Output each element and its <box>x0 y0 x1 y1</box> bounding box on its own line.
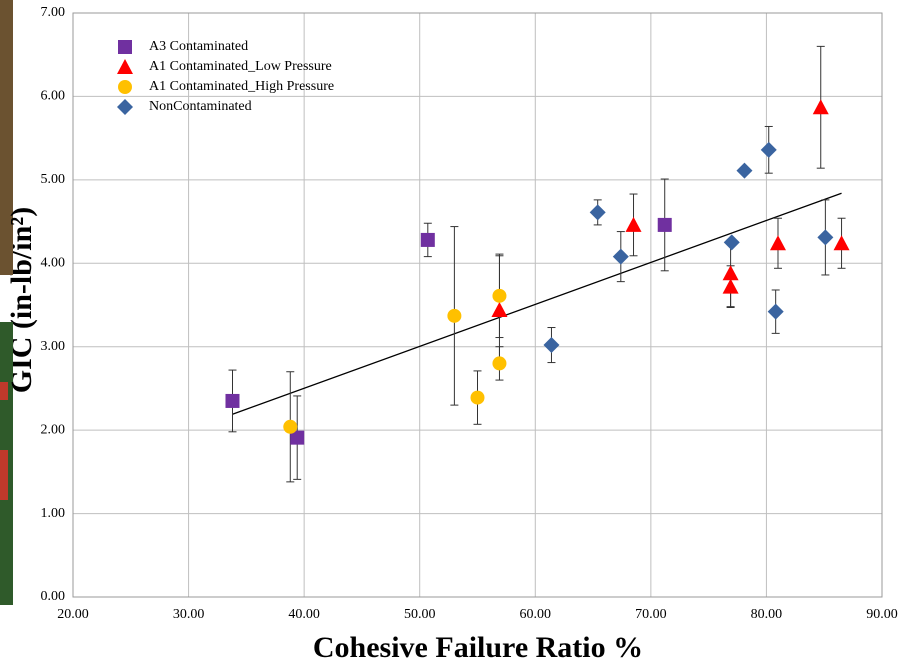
side-image-overlap <box>0 322 13 382</box>
point <box>290 430 305 445</box>
y-tick-label: 1.00 <box>41 506 66 521</box>
x-tick-label: 90.00 <box>866 607 898 622</box>
point <box>625 216 642 232</box>
y-tick-label: 7.00 <box>41 5 66 20</box>
point <box>736 162 753 179</box>
point <box>767 303 784 320</box>
y-tick-label: 2.00 <box>41 422 66 437</box>
x-tick-label: 50.00 <box>404 607 436 622</box>
y-tick-label: 4.00 <box>41 256 66 271</box>
legend-label: A1 Contaminated_High Pressure <box>149 79 334 94</box>
y-tick-label: 0.00 <box>41 589 66 604</box>
point <box>760 141 777 158</box>
point <box>657 217 672 232</box>
trendline <box>232 192 842 415</box>
point <box>470 390 485 405</box>
y-tick-label: 5.00 <box>41 172 66 187</box>
x-tick-label: 30.00 <box>173 607 205 622</box>
point <box>447 308 462 323</box>
point <box>812 99 829 115</box>
x-tick-label: 70.00 <box>635 607 667 622</box>
point <box>420 232 435 247</box>
point <box>723 234 740 251</box>
legend-label: A1 Contaminated_Low Pressure <box>149 59 332 74</box>
legend-marker <box>117 59 133 74</box>
x-tick-label: 60.00 <box>520 607 552 622</box>
point <box>543 337 560 354</box>
legend-label: NonContaminated <box>149 99 252 114</box>
point <box>589 204 606 221</box>
legend-marker <box>118 40 132 54</box>
point <box>722 265 739 281</box>
legend-marker <box>117 99 133 115</box>
side-image-top <box>0 0 13 275</box>
point <box>833 235 850 251</box>
point <box>492 356 507 371</box>
y-tick-label: 3.00 <box>41 339 66 354</box>
y-tick-label: 6.00 <box>41 89 66 104</box>
point <box>283 419 298 434</box>
point <box>492 288 507 303</box>
side-image-overlap <box>0 240 13 275</box>
x-tick-label: 80.00 <box>751 607 783 622</box>
point <box>722 278 739 294</box>
x-tick-label: 20.00 <box>57 607 89 622</box>
plot-border <box>72 12 883 598</box>
point <box>769 235 786 251</box>
x-tick-label: 40.00 <box>288 607 320 622</box>
legend-marker <box>118 80 132 94</box>
legend-label: A3 Contaminated <box>149 39 248 54</box>
point <box>612 248 629 265</box>
side-image-detail <box>0 450 8 500</box>
point <box>225 393 240 408</box>
point <box>817 229 834 246</box>
x-axis-label: Cohesive Failure Ratio % <box>313 631 643 664</box>
point <box>491 302 508 318</box>
